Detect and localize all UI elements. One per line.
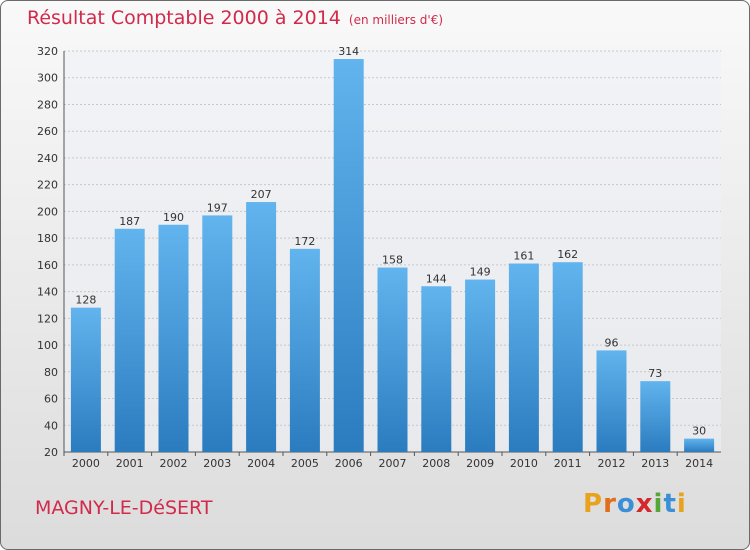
bar-2003	[202, 215, 233, 452]
y-tick-label: 20	[44, 446, 58, 459]
bar-2005	[289, 248, 320, 452]
bar-2007	[377, 267, 408, 452]
y-tick-label: 120	[37, 312, 58, 325]
bar-2001	[114, 228, 145, 452]
data-label-2001: 187	[119, 215, 140, 228]
x-tick-label-2013: 2013	[641, 457, 669, 470]
x-tick-label-2005: 2005	[291, 457, 319, 470]
proxiti-logo: Proxiti	[583, 489, 687, 519]
x-tick-label-2006: 2006	[335, 457, 363, 470]
y-tick-label: 320	[37, 45, 58, 58]
logo-letter: r	[603, 489, 617, 519]
x-tick-label-2008: 2008	[422, 457, 450, 470]
logo-letter: P	[583, 489, 604, 519]
y-tick-label: 80	[44, 366, 58, 379]
data-label-2013: 73	[648, 367, 662, 380]
bar-2006	[333, 59, 364, 453]
x-tick-label-2012: 2012	[598, 457, 626, 470]
y-tick-label: 200	[37, 205, 58, 218]
y-tick-label: 160	[37, 259, 58, 272]
data-label-2011: 162	[557, 248, 578, 261]
x-tick-label-2014: 2014	[685, 457, 713, 470]
bar-2000	[70, 307, 101, 452]
y-tick-label: 140	[37, 286, 58, 299]
data-label-2012: 96	[605, 336, 619, 349]
bar-2009	[465, 279, 496, 452]
y-tick-label: 220	[37, 179, 58, 192]
y-tick-label: 280	[37, 98, 58, 111]
x-tick-label-2002: 2002	[160, 457, 188, 470]
bar-2010	[508, 263, 539, 452]
logo-letter: x	[635, 489, 654, 519]
y-tick-label: 40	[44, 419, 58, 432]
bar-2012	[596, 350, 627, 452]
data-label-2004: 207	[251, 188, 272, 201]
chart-title: Résultat Comptable 2000 à 2014 (en millie…	[27, 7, 443, 29]
bar-2014	[684, 438, 715, 452]
chart-subtitle: (en milliers d'€)	[348, 13, 444, 27]
data-label-2009: 149	[470, 266, 491, 279]
data-label-2002: 190	[163, 211, 184, 224]
y-tick-label: 240	[37, 152, 58, 165]
x-tick-label-2004: 2004	[247, 457, 275, 470]
x-tick-label-2001: 2001	[116, 457, 144, 470]
logo-letter: o	[616, 489, 636, 519]
data-label-2007: 158	[382, 254, 403, 267]
bar-2013	[640, 381, 671, 452]
y-tick-label: 60	[44, 393, 58, 406]
data-label-2008: 144	[426, 272, 447, 285]
logo-letter: i	[676, 489, 687, 519]
x-tick-label-2009: 2009	[466, 457, 494, 470]
y-tick-label: 100	[37, 339, 58, 352]
data-label-2003: 197	[207, 201, 228, 214]
logo-letter: i	[653, 489, 664, 519]
logo-letter: t	[663, 489, 677, 519]
town-name: MAGNY-LE-DéSERT	[35, 497, 213, 519]
x-tick-label-2010: 2010	[510, 457, 538, 470]
bar-2008	[421, 286, 452, 452]
x-tick-label-2000: 2000	[72, 457, 100, 470]
data-label-2014: 30	[692, 425, 706, 438]
data-label-2006: 314	[338, 45, 359, 58]
y-tick-label: 260	[37, 125, 58, 138]
chart-title-text: Résultat Comptable 2000 à 2014	[27, 7, 341, 29]
bar-2002	[158, 224, 189, 452]
y-tick-label: 300	[37, 72, 58, 85]
data-label-2000: 128	[75, 294, 96, 307]
data-label-2005: 172	[294, 235, 315, 248]
bar-2011	[552, 262, 583, 452]
data-label-2010: 161	[513, 250, 534, 263]
x-tick-label-2011: 2011	[554, 457, 582, 470]
bar-2004	[246, 202, 277, 452]
y-tick-label: 180	[37, 232, 58, 245]
x-tick-label-2003: 2003	[203, 457, 231, 470]
x-tick-label-2007: 2007	[379, 457, 407, 470]
